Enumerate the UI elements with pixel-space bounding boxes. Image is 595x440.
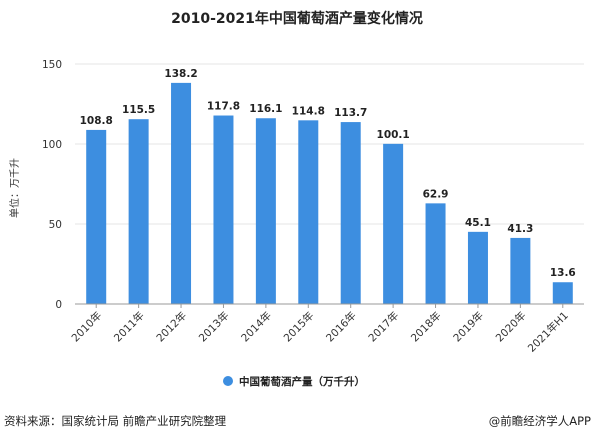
value-label: 45.1 bbox=[465, 217, 491, 229]
legend-label: 中国葡萄酒产量（万千升） bbox=[239, 375, 365, 388]
source-note: 资料来源：国家统计局 前瞻产业研究院整理 bbox=[4, 414, 227, 428]
y-tick-label: 50 bbox=[49, 219, 62, 231]
x-tick-label: 2015年 bbox=[281, 309, 317, 345]
x-tick-label: 2019年 bbox=[451, 309, 487, 345]
chart-title: 2010-2021年中国葡萄酒产量变化情况 bbox=[171, 10, 423, 27]
value-label: 115.5 bbox=[122, 104, 155, 116]
x-axis: 2010年 2011年 2012年 2013年 2014年 2015年 2016年 2017年… bbox=[69, 304, 571, 355]
value-label: 41.3 bbox=[507, 223, 533, 235]
y-axis: 0 50 100 150 bbox=[42, 59, 62, 311]
bar bbox=[213, 115, 234, 305]
value-label: 62.9 bbox=[423, 188, 449, 200]
y-tick-label: 150 bbox=[42, 59, 62, 71]
x-tick-label: 2021年H1 bbox=[525, 309, 571, 355]
bar bbox=[467, 231, 488, 304]
bar bbox=[383, 143, 404, 304]
x-tick-label: 2011年 bbox=[111, 309, 147, 345]
bar bbox=[128, 119, 149, 304]
x-tick-label: 2010年 bbox=[69, 309, 105, 345]
bar bbox=[255, 118, 276, 305]
x-tick-label: 2012年 bbox=[154, 309, 190, 345]
bar bbox=[552, 282, 573, 304]
legend-marker bbox=[223, 376, 233, 386]
value-label: 100.1 bbox=[377, 129, 410, 141]
grid-lines bbox=[75, 63, 584, 225]
value-label: 114.8 bbox=[292, 105, 325, 117]
x-tick-label: 2014年 bbox=[238, 309, 274, 345]
value-labels: 108.8 115.5 138.2 117.8 116.1 114.8 113.7 100.1… bbox=[80, 68, 576, 279]
bar bbox=[510, 237, 531, 304]
x-tick-label: 2013年 bbox=[196, 309, 232, 345]
bar bbox=[298, 120, 319, 304]
value-label: 108.8 bbox=[80, 115, 113, 127]
value-label: 117.8 bbox=[207, 101, 240, 113]
bar bbox=[171, 82, 192, 304]
x-tick-label: 2020年 bbox=[493, 309, 529, 345]
value-label: 13.6 bbox=[550, 267, 576, 279]
x-tick-label: 2018年 bbox=[408, 309, 444, 345]
y-axis-label: 单位：万千升 bbox=[8, 158, 21, 218]
x-tick-label: 2016年 bbox=[323, 309, 359, 345]
legend: 中国葡萄酒产量（万千升） bbox=[223, 375, 365, 388]
x-tick-label: 2017年 bbox=[366, 309, 402, 345]
value-label: 116.1 bbox=[249, 103, 282, 115]
bar bbox=[425, 203, 446, 304]
value-label: 113.7 bbox=[334, 107, 367, 119]
bars bbox=[86, 82, 573, 305]
y-tick-label: 100 bbox=[42, 139, 62, 151]
bar bbox=[86, 129, 107, 304]
value-label: 138.2 bbox=[164, 68, 197, 80]
y-tick-label: 0 bbox=[55, 299, 62, 311]
brand-watermark: @前瞻经济学人APP bbox=[489, 414, 591, 428]
bar bbox=[340, 122, 361, 304]
